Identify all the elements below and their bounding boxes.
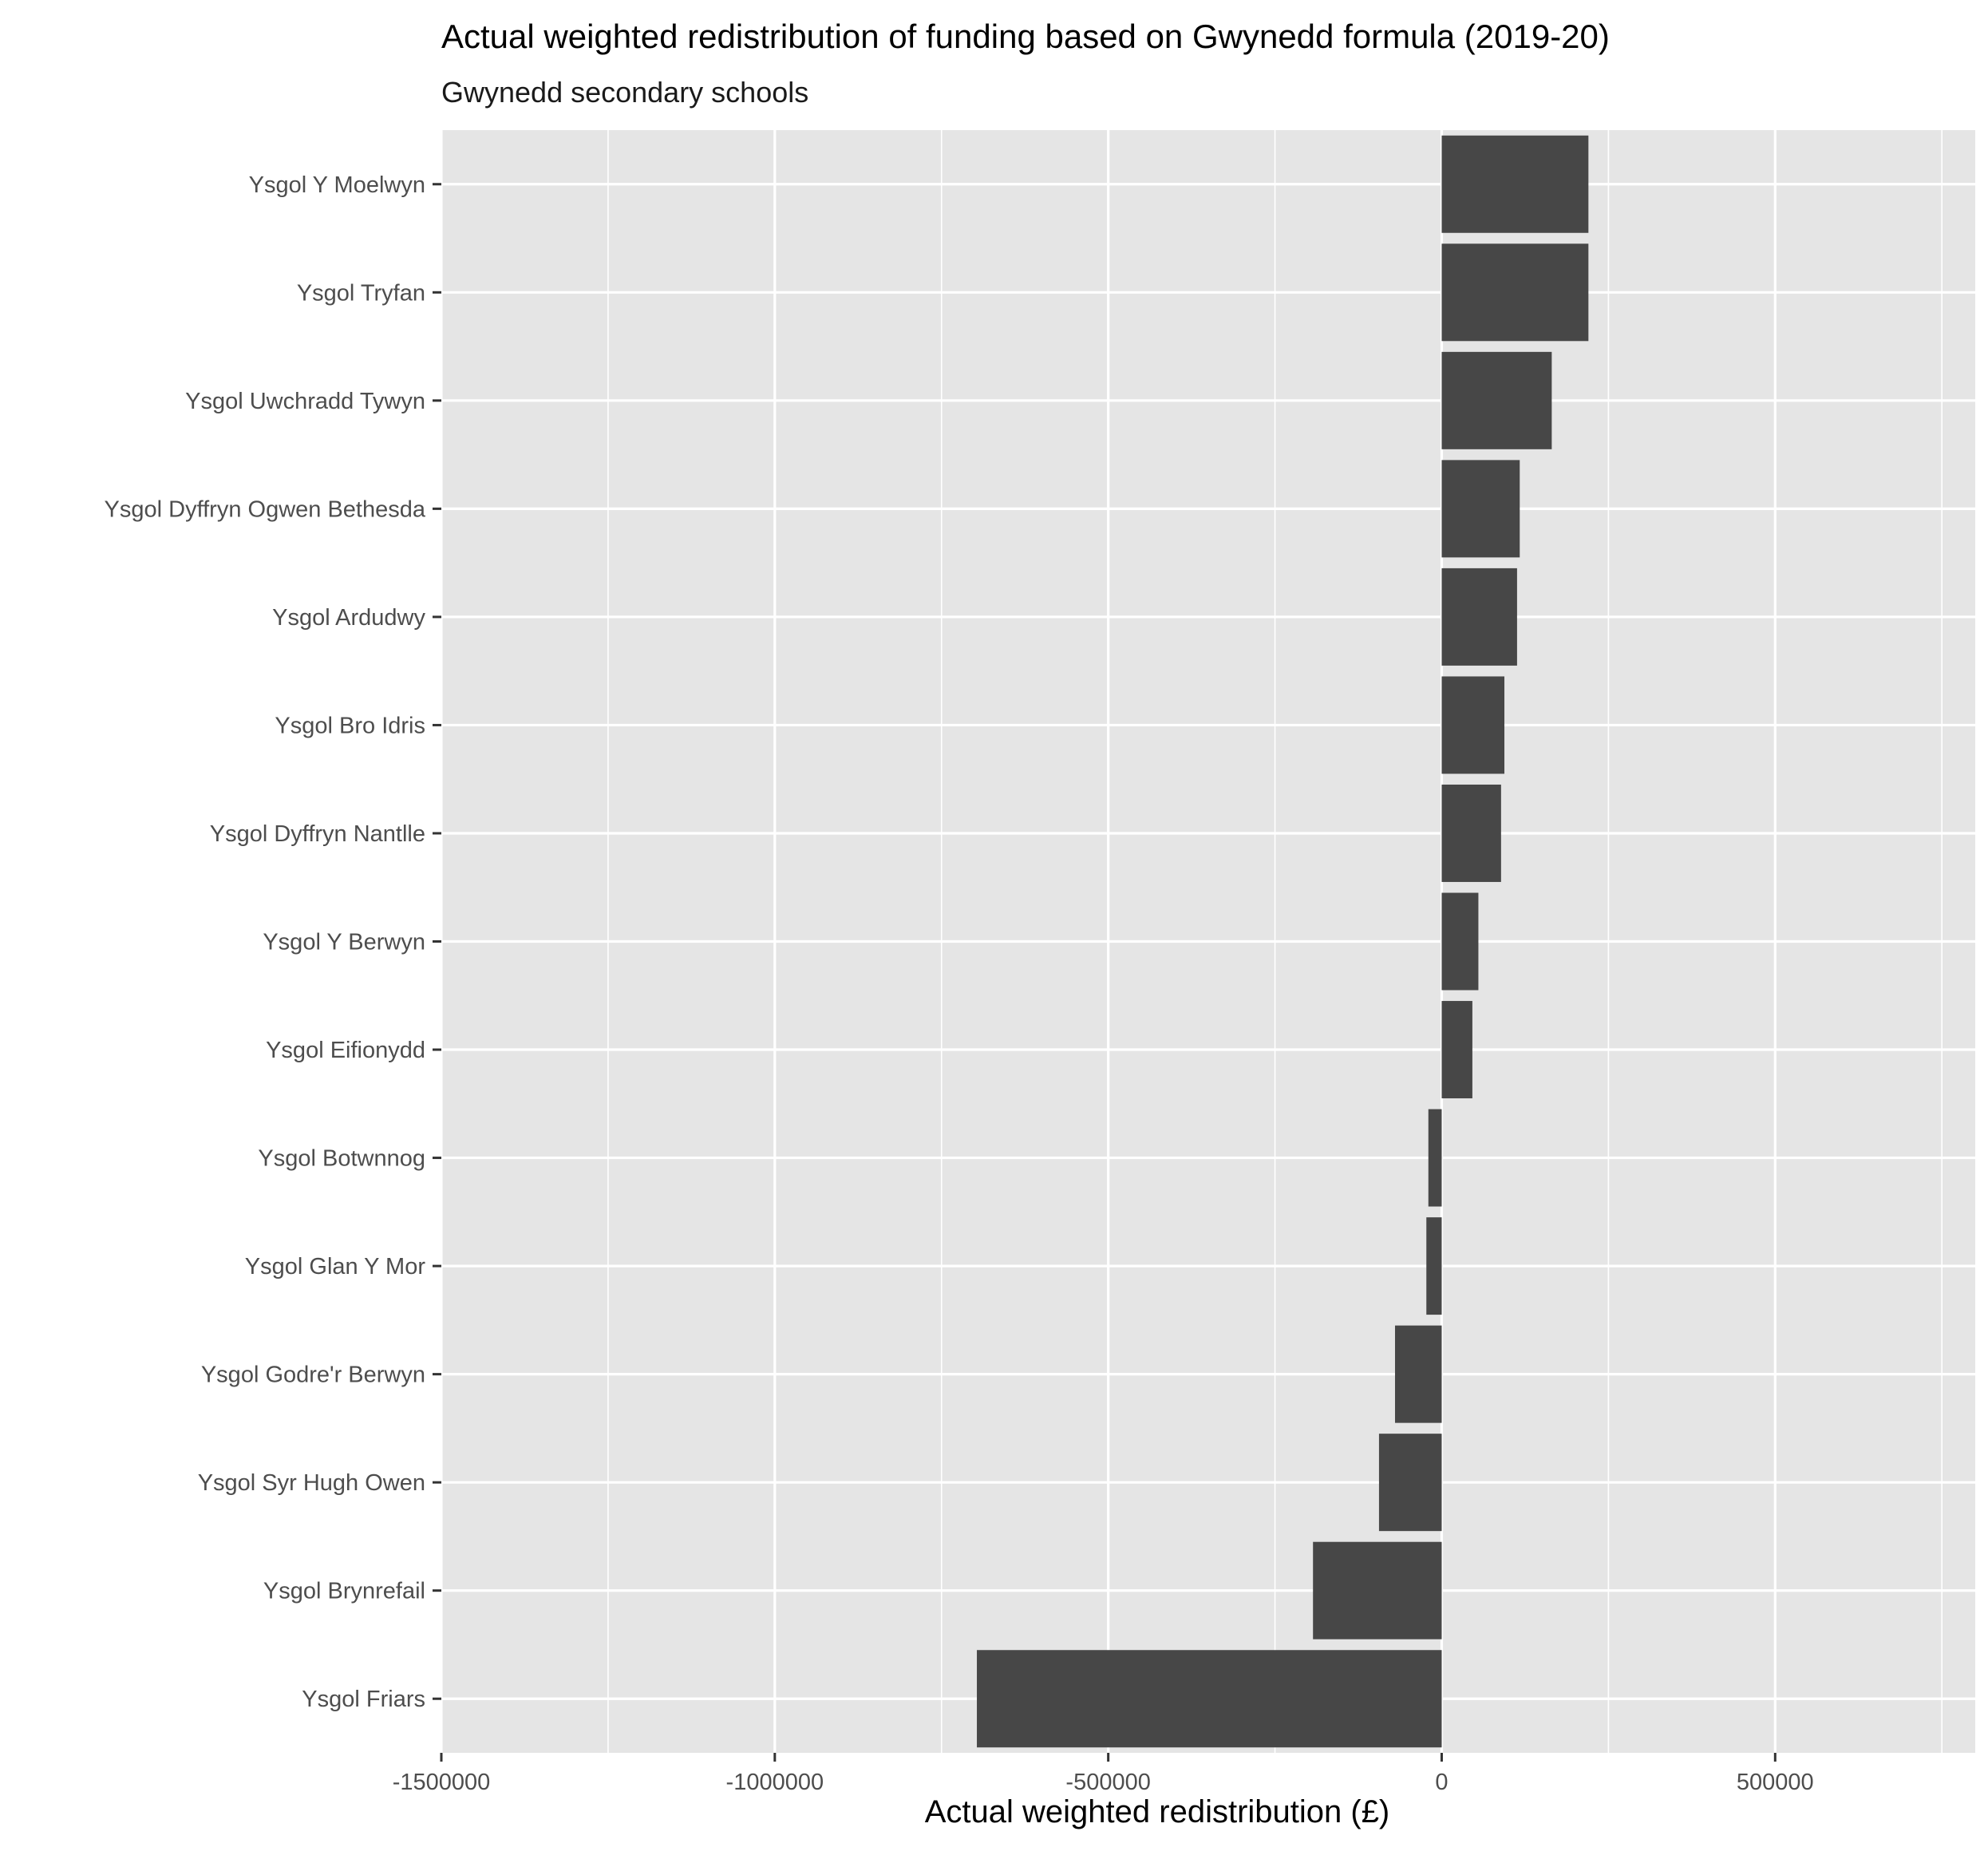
x-tick-label: -1500000 bbox=[393, 1770, 491, 1795]
bar bbox=[1428, 1109, 1442, 1207]
x-axis-label: Actual weighted redistribution (£) bbox=[925, 1794, 1390, 1829]
y-tick-label: Ysgol Ardudwy bbox=[272, 605, 425, 631]
y-tick-label: Ysgol Godre'r Berwyn bbox=[201, 1363, 425, 1388]
bar bbox=[1313, 1541, 1442, 1639]
bar bbox=[1378, 1434, 1442, 1532]
y-tick-label: Ysgol Tryfan bbox=[297, 280, 425, 306]
bar bbox=[1441, 568, 1517, 666]
x-tick-label: -500000 bbox=[1065, 1770, 1150, 1795]
y-tick-label: Ysgol Eifionydd bbox=[266, 1038, 425, 1063]
y-tick-label: Ysgol Friars bbox=[302, 1687, 425, 1712]
x-tick-label: 0 bbox=[1435, 1770, 1448, 1795]
bar bbox=[1441, 676, 1505, 774]
y-tick-label: Ysgol Brynrefail bbox=[263, 1579, 425, 1604]
bars bbox=[977, 135, 1589, 1748]
y-tick-label: Ysgol Y Berwyn bbox=[263, 930, 425, 955]
bar bbox=[1426, 1217, 1442, 1315]
bar bbox=[1441, 784, 1501, 882]
x-axis: -1500000 -1000000 -500000 0 500000 bbox=[393, 1753, 1814, 1795]
chart-title: Actual weighted redistribution of fundin… bbox=[441, 18, 1610, 55]
x-tick-label: -1000000 bbox=[726, 1770, 824, 1795]
bar bbox=[1441, 460, 1520, 558]
bar bbox=[1441, 892, 1479, 991]
x-tick-label: 500000 bbox=[1737, 1770, 1814, 1795]
y-tick-label: Ysgol Dyffryn Ogwen Bethesda bbox=[105, 496, 426, 522]
chart-subtitle: Gwynedd secondary schools bbox=[441, 76, 808, 109]
bar bbox=[1441, 243, 1589, 342]
y-tick-label: Ysgol Dyffryn Nantlle bbox=[210, 821, 425, 847]
bar bbox=[1441, 351, 1552, 449]
y-tick-label: Ysgol Botwnnog bbox=[258, 1146, 425, 1172]
y-tick-label: Ysgol Y Moelwyn bbox=[249, 172, 425, 198]
y-tick-label: Ysgol Bro Idris bbox=[275, 713, 425, 738]
y-tick-label: Ysgol Glan Y Mor bbox=[245, 1254, 426, 1280]
bar bbox=[1441, 1001, 1472, 1099]
bar bbox=[1441, 135, 1589, 233]
y-axis: Ysgol Y Moelwyn Ysgol Tryfan Ysgol Uwchrad… bbox=[105, 172, 441, 1712]
y-tick-label: Ysgol Syr Hugh Owen bbox=[198, 1470, 425, 1496]
y-tick-label: Ysgol Uwchradd Tywyn bbox=[185, 389, 425, 414]
bar bbox=[1394, 1325, 1442, 1423]
bar bbox=[977, 1650, 1442, 1748]
